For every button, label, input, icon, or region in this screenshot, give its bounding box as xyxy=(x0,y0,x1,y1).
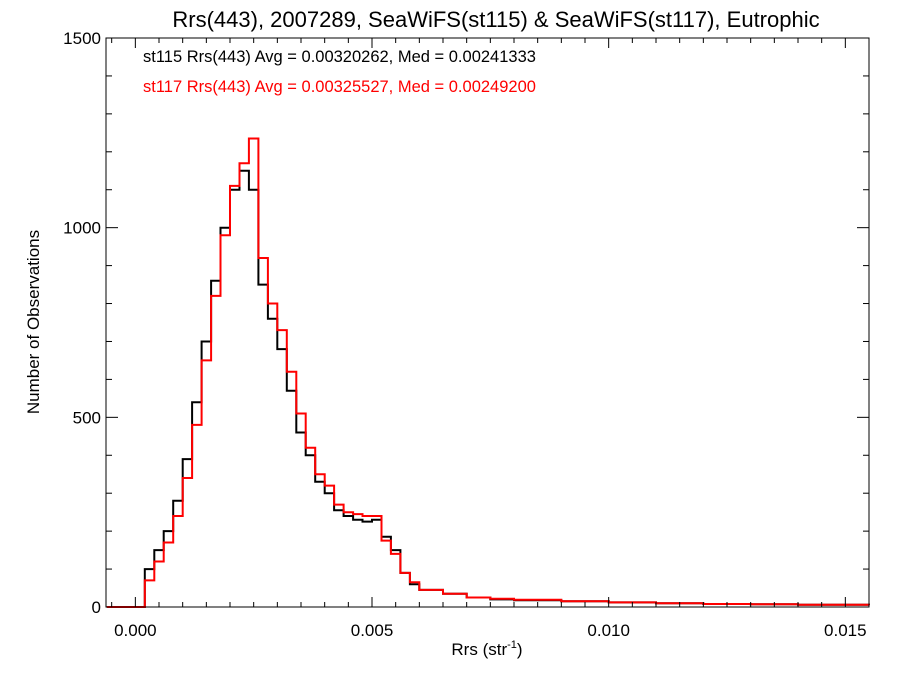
x-tick-label: 0.015 xyxy=(824,621,867,640)
x-tick-label: 0.005 xyxy=(351,621,394,640)
plot-frame xyxy=(105,37,870,608)
chart-title: Rrs(443), 2007289, SeaWiFS(st115) & SeaW… xyxy=(172,7,819,32)
y-tick-label: 1500 xyxy=(63,29,101,48)
series-line-1 xyxy=(106,137,870,608)
x-tick-label: 0.010 xyxy=(587,621,630,640)
annotation-st117: st117 Rrs(443) Avg = 0.00325527, Med = 0… xyxy=(143,78,536,96)
series-layer xyxy=(106,137,870,608)
x-axis-label-superscript: -1 xyxy=(507,639,517,651)
tick-layer: 0.000 0.005 0.010 0.015 0 500 1000 1500 xyxy=(63,29,870,640)
x-tick-label: 0.000 xyxy=(114,621,157,640)
x-axis-label: Rrs (str-1) xyxy=(451,639,522,659)
x-axis-label-close: ) xyxy=(517,640,523,659)
y-tick-label: 500 xyxy=(73,408,101,427)
y-tick-label: 1000 xyxy=(63,219,101,238)
x-axis-label-main: Rrs (str xyxy=(451,640,507,659)
y-tick-label: 0 xyxy=(92,598,101,617)
annotation-st115: st115 Rrs(443) Avg = 0.00320262, Med = 0… xyxy=(143,48,536,66)
plot-area: 0.000 0.005 0.010 0.015 0 500 1000 1500 xyxy=(63,29,870,640)
y-axis-label: Number of Observations xyxy=(24,230,43,414)
